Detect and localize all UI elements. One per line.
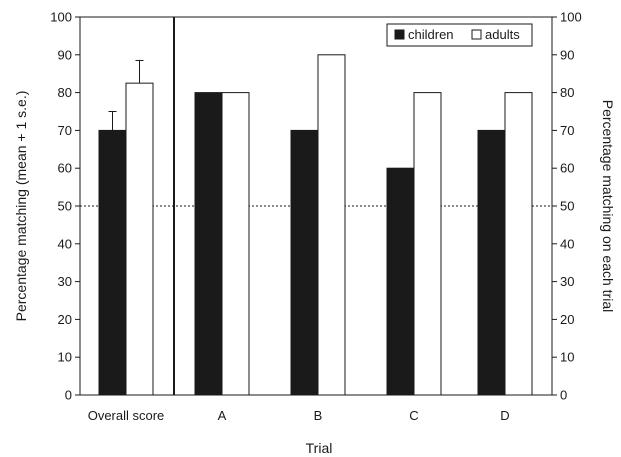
x-tick-label: C	[409, 408, 418, 423]
right-y-tick-label: 80	[560, 85, 574, 100]
x-tick-label: B	[314, 408, 323, 423]
x-axis-title: Trial	[306, 440, 333, 456]
left-y-tick-label: 0	[65, 388, 72, 403]
right-y-tick-label: 30	[560, 274, 574, 289]
bar-children	[477, 129, 506, 396]
left-y-tick-label: 40	[58, 236, 72, 251]
right-y-tick-label: 90	[560, 47, 574, 62]
right-y-tick-label: 20	[560, 312, 574, 327]
left-y-tick-label: 20	[58, 312, 72, 327]
plot-area: 0 0 10 10 20 20 30 30 40 40 50 50 60 60 70 70 80 80 90 90 10…	[50, 10, 581, 424]
right-y-tick-label: 50	[560, 199, 574, 214]
x-tick-label: D	[500, 408, 509, 423]
bar-adults	[317, 54, 346, 396]
right-y-tick-label: 10	[560, 350, 574, 365]
right-y-tick-label: 100	[560, 10, 582, 25]
legend-label-children: children	[408, 27, 454, 42]
right-y-tick-label: 0	[560, 388, 567, 403]
bar-adults	[504, 92, 533, 396]
bar-adults	[413, 92, 442, 396]
bar-children	[194, 92, 223, 396]
left-y-axis-title: Percentage matching (mean + 1 s.e.)	[13, 91, 29, 322]
bar-children	[386, 167, 415, 396]
left-y-tick-label: 70	[58, 123, 72, 138]
x-tick-label: Overall score	[88, 408, 165, 423]
left-y-tick-label: 100	[50, 10, 72, 25]
left-y-tick-label: 60	[58, 161, 72, 176]
right-y-tick-label: 40	[560, 236, 574, 251]
left-y-tick-label: 10	[58, 350, 72, 365]
legend: children adults	[386, 23, 533, 47]
legend-swatch-children	[394, 29, 405, 40]
bar-adults	[125, 82, 154, 396]
left-y-tick-label: 80	[58, 85, 72, 100]
legend-box	[386, 23, 533, 47]
left-y-tick-label: 50	[58, 199, 72, 214]
right-y-tick-label: 70	[560, 123, 574, 138]
right-y-axis-title: Percentage matching on each trial	[600, 100, 616, 312]
bar-adults	[221, 92, 250, 396]
right-y-tick-label: 60	[560, 161, 574, 176]
bar-children	[290, 129, 319, 396]
legend-label-adults: adults	[485, 27, 520, 42]
left-y-tick-label: 30	[58, 274, 72, 289]
legend-swatch-adults	[471, 29, 482, 40]
bar-children	[98, 129, 127, 396]
left-y-tick-label: 90	[58, 47, 72, 62]
x-tick-label: A	[218, 408, 227, 423]
